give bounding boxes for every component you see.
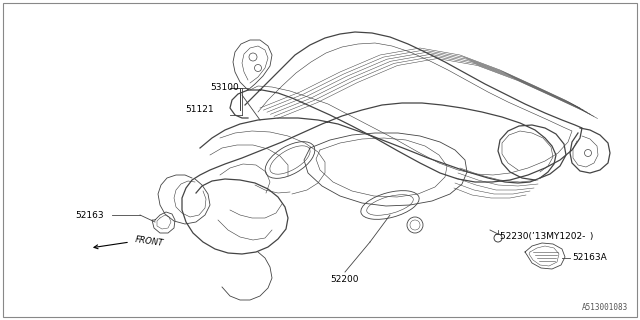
Text: 52163: 52163	[75, 211, 104, 220]
Text: 52163A: 52163A	[572, 253, 607, 262]
Text: FRONT: FRONT	[135, 236, 164, 248]
Text: 52230(’13MY1202- ): 52230(’13MY1202- )	[500, 233, 593, 242]
Text: A513001083: A513001083	[582, 303, 628, 312]
Text: 51121: 51121	[185, 106, 214, 115]
Text: 52200: 52200	[331, 275, 359, 284]
Text: 53100: 53100	[210, 84, 239, 92]
